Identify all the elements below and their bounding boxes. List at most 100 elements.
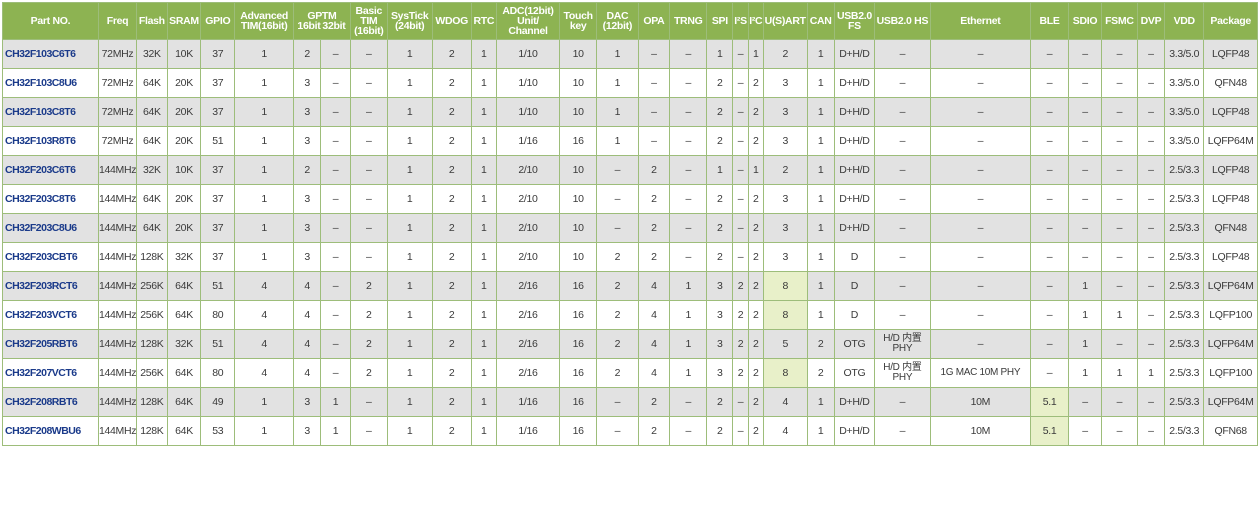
cell-adc: 1/16 <box>495 126 561 156</box>
cell-g16: 3 <box>293 213 322 243</box>
cell-basic: – <box>349 39 388 69</box>
cell-opa: – <box>637 126 671 156</box>
cell-spi: 1 <box>706 39 734 69</box>
cell-freq: 144MHz <box>97 213 138 243</box>
cell-adc: 2/16 <box>495 358 561 388</box>
cell-basic: – <box>349 155 388 185</box>
cell-ble: – <box>1029 329 1070 359</box>
cell-gpio: 37 <box>200 68 236 98</box>
cell-trng: – <box>669 97 708 127</box>
cell-g32: – <box>320 329 351 359</box>
part-number-cell: CH32F203CBT6 <box>2 242 99 272</box>
part-number-cell: CH32F208RBT6 <box>2 387 99 417</box>
cell-i2s: – <box>732 68 749 98</box>
cell-adv: 1 <box>234 184 295 214</box>
cell-trng: – <box>669 126 708 156</box>
cell-opa: 4 <box>637 300 671 330</box>
part-number-cell: CH32F203RCT6 <box>2 271 99 301</box>
cell-sdio: – <box>1068 242 1102 272</box>
cell-wdog: 2 <box>431 329 472 359</box>
cell-trng: – <box>669 213 708 243</box>
table-body: CH32F103C6T6 72MHz 32K 10K 37 1 2– –1 2 1 1/10 10 1–… <box>2 39 1258 446</box>
cell-can: 1 <box>806 155 835 185</box>
cell-usbhs: – <box>874 126 931 156</box>
cell-adc: 1/16 <box>495 387 561 417</box>
cell-rtc: 1 <box>470 97 497 127</box>
cell-rtc: 1 <box>470 300 497 330</box>
cell-dac: 2 <box>596 358 639 388</box>
cell-vdd: 2.5/3.3 <box>1164 242 1205 272</box>
cell-fsmc: 1 <box>1100 358 1138 388</box>
cell-wdog: 2 <box>431 39 472 69</box>
cell-usbhs: – <box>874 387 931 417</box>
cell-basic: – <box>349 126 388 156</box>
cell-systick: 1 <box>386 97 433 127</box>
cell-basic: – <box>349 387 388 417</box>
cell-gpio: 49 <box>200 387 236 417</box>
cell-wdog: 2 <box>431 213 472 243</box>
cell-flash: 64K <box>136 126 168 156</box>
cell-eth: 1G MAC 10M PHY <box>929 358 1032 388</box>
cell-dac: 2 <box>596 329 639 359</box>
cell-systick: 1 <box>386 184 433 214</box>
cell-g32: – <box>320 155 351 185</box>
cell-pkg: QFN68 <box>1203 416 1258 446</box>
cell-wdog: 2 <box>431 184 472 214</box>
cell-usbhs: – <box>874 242 931 272</box>
cell-usart: 3 <box>762 213 808 243</box>
cell-touch: 10 <box>559 242 598 272</box>
cell-usart: 5 <box>762 329 808 359</box>
cell-eth: – <box>929 97 1032 127</box>
cell-vdd: 3.3/5.0 <box>1164 126 1205 156</box>
cell-gpio: 53 <box>200 416 236 446</box>
cell-ble: – <box>1029 184 1070 214</box>
cell-basic: 2 <box>349 358 388 388</box>
cell-g16: 3 <box>293 242 322 272</box>
cell-adv: 1 <box>234 39 295 69</box>
cell-wdog: 2 <box>431 358 472 388</box>
cell-i2s: 2 <box>732 358 749 388</box>
cell-i2c: 2 <box>747 184 764 214</box>
cell-pkg: LQFP48 <box>1203 97 1258 127</box>
cell-touch: 10 <box>559 97 598 127</box>
cell-dac: – <box>596 416 639 446</box>
cell-vdd: 2.5/3.3 <box>1164 358 1205 388</box>
cell-eth: – <box>929 242 1032 272</box>
cell-can: 1 <box>806 97 835 127</box>
cell-i2s: 2 <box>732 271 749 301</box>
cell-usbhs: – <box>874 155 931 185</box>
cell-systick: 1 <box>386 126 433 156</box>
cell-freq: 144MHz <box>97 155 138 185</box>
table-row: CH32F205RBT6 144MHz 128K 32K 51 4 4–2 1 2 1 2/16 16… <box>2 329 1258 359</box>
col-advanced: Advanced TIM(16bit) <box>234 2 295 40</box>
cell-rtc: 1 <box>470 242 497 272</box>
cell-g16: 4 <box>293 358 322 388</box>
cell-sdio: – <box>1068 213 1102 243</box>
cell-adv: 4 <box>234 300 295 330</box>
cell-gpio: 37 <box>200 213 236 243</box>
cell-can: 1 <box>806 242 835 272</box>
cell-vdd: 2.5/3.3 <box>1164 213 1205 243</box>
cell-spi: 2 <box>706 213 734 243</box>
cell-sram: 32K <box>166 329 202 359</box>
cell-usbhs: – <box>874 68 931 98</box>
table-row: CH32F203C8T6 144MHz 64K 20K 37 1 3– –1 2 1 2/10 10–… <box>2 184 1258 214</box>
table-row: CH32F103C8T6 72MHz 64K 20K 37 1 3– –1 2 1 1/10 10 1–… <box>2 97 1258 127</box>
cell-adc: 2/16 <box>495 300 561 330</box>
cell-sram: 64K <box>166 358 202 388</box>
cell-eth: 10M <box>929 416 1032 446</box>
col-package: Package <box>1203 2 1258 40</box>
col-dvp: DVP <box>1136 2 1166 40</box>
cell-pkg: LQFP64M <box>1203 271 1258 301</box>
cell-trng: 1 <box>669 358 708 388</box>
cell-fsmc: – <box>1100 271 1138 301</box>
table-row: CH32F208WBU6 144MHz 128K 64K 53 1 3 1–1 2 1 1/16 16… <box>2 416 1258 446</box>
cell-usart: 8 <box>762 358 808 388</box>
cell-touch: 16 <box>559 358 598 388</box>
cell-ble: 5.1 <box>1029 387 1070 417</box>
spec-table-container: Part NO. Freq Flash SRAM GPIO Advanced T… <box>2 2 1258 446</box>
cell-systick: 1 <box>386 155 433 185</box>
cell-trng: 1 <box>669 329 708 359</box>
cell-usbfs: D+H/D <box>833 126 876 156</box>
cell-g32: – <box>320 184 351 214</box>
